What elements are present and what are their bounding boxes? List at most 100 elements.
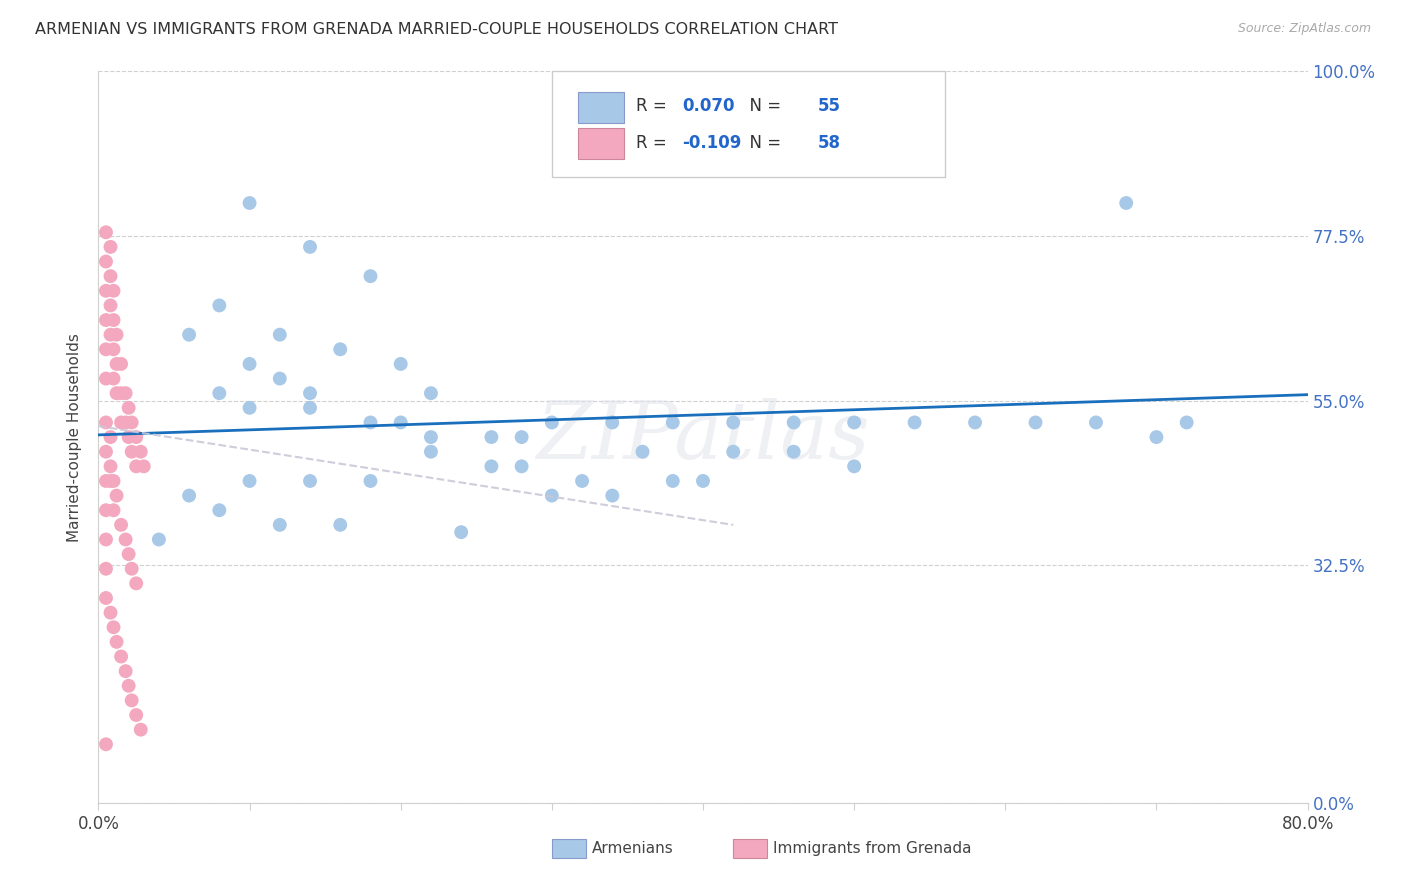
Point (110, 649, 132, 664)
Point (360, 269, 382, 284)
Point (602, 489, 624, 503)
Point (103, 503, 125, 517)
Point (723, 416, 745, 430)
Bar (551, 839, 586, 858)
Point (114, 664, 136, 678)
Point (360, 474, 382, 488)
Y-axis label: Married-couple Households: Married-couple Households (67, 333, 83, 541)
Point (121, 562, 143, 576)
Point (94, 562, 117, 576)
Text: -0.109: -0.109 (682, 134, 742, 152)
Point (94, 371, 117, 385)
Point (208, 386, 231, 401)
Point (110, 357, 132, 371)
Point (329, 517, 352, 532)
Point (103, 620, 125, 634)
Point (661, 115, 683, 129)
Point (389, 416, 412, 430)
Point (723, 444, 745, 458)
Point (129, 444, 152, 458)
Point (299, 474, 322, 488)
Text: ARMENIAN VS IMMIGRANTS FROM GRENADA MARRIED-COUPLE HOUSEHOLDS CORRELATION CHART: ARMENIAN VS IMMIGRANTS FROM GRENADA MARR… (35, 22, 838, 37)
Point (132, 459, 155, 474)
Text: Armenians: Armenians (592, 841, 673, 856)
Point (239, 401, 262, 415)
Point (129, 723, 152, 737)
Text: R =: R = (637, 97, 672, 115)
Bar (578, 92, 624, 122)
Point (105, 327, 128, 342)
Point (661, 416, 683, 430)
Point (100, 327, 122, 342)
Point (110, 386, 132, 401)
Point (299, 386, 322, 401)
Point (965, 416, 987, 430)
Point (420, 444, 443, 458)
Text: Immigrants from Grenada: Immigrants from Grenada (773, 841, 972, 856)
Point (100, 430, 122, 444)
Point (510, 459, 533, 474)
Point (118, 547, 141, 561)
Point (540, 489, 562, 503)
Point (100, 606, 122, 620)
Point (420, 430, 443, 444)
Point (148, 533, 170, 547)
Point (100, 298, 122, 312)
Point (208, 503, 231, 517)
Point (389, 357, 412, 371)
Point (1115, 196, 1137, 211)
Point (118, 401, 141, 415)
Point (269, 371, 291, 385)
Point (110, 517, 132, 532)
Point (631, 444, 654, 458)
Point (103, 313, 125, 327)
Point (125, 576, 148, 591)
Point (105, 386, 128, 401)
Point (844, 416, 866, 430)
Point (100, 474, 122, 488)
Point (208, 298, 231, 312)
Point (661, 474, 683, 488)
Point (94, 284, 117, 298)
Point (103, 343, 125, 357)
Point (94, 225, 117, 239)
Point (114, 416, 136, 430)
Text: R =: R = (637, 134, 672, 152)
Point (239, 357, 262, 371)
Point (239, 196, 262, 211)
Text: ZIPatlas: ZIPatlas (536, 399, 870, 475)
Point (844, 459, 866, 474)
Point (94, 416, 117, 430)
Point (481, 459, 503, 474)
FancyBboxPatch shape (551, 71, 945, 178)
Point (105, 489, 128, 503)
Point (94, 474, 117, 488)
Point (94, 591, 117, 605)
Point (1085, 416, 1108, 430)
Point (94, 444, 117, 458)
Point (114, 386, 136, 401)
Point (94, 254, 117, 268)
Point (299, 401, 322, 415)
Point (269, 327, 291, 342)
Point (100, 459, 122, 474)
Point (94, 343, 117, 357)
Point (602, 416, 624, 430)
Point (103, 371, 125, 385)
Point (179, 327, 201, 342)
Point (783, 416, 806, 430)
Text: N =: N = (740, 97, 786, 115)
Text: N =: N = (740, 134, 786, 152)
Point (692, 474, 714, 488)
Point (110, 416, 132, 430)
Point (94, 737, 117, 751)
Point (1024, 416, 1046, 430)
Text: 55: 55 (818, 97, 841, 115)
Point (94, 503, 117, 517)
Point (94, 533, 117, 547)
Point (118, 430, 141, 444)
Point (118, 679, 141, 693)
Text: 58: 58 (818, 134, 841, 152)
Point (94, 313, 117, 327)
Point (121, 416, 143, 430)
